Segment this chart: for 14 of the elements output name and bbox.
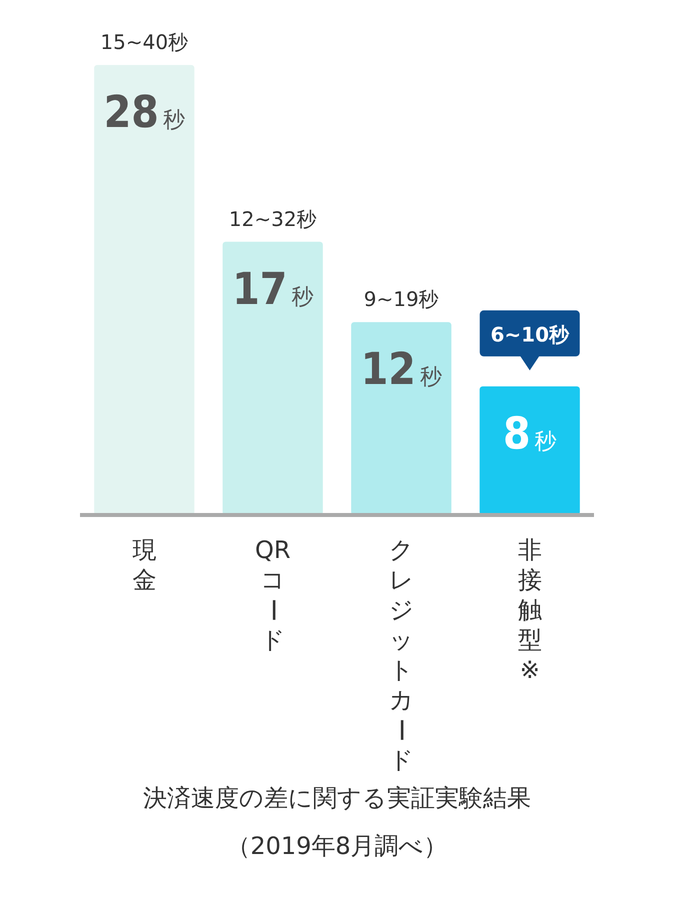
annotation: 6~10秒	[490, 322, 570, 346]
text: 決済速度の差に関する実証実験結果	[142, 783, 532, 814]
annotation: 9~19秒	[364, 287, 439, 312]
bar	[222, 242, 323, 515]
x-tick-label: 非接触型※	[516, 535, 543, 685]
x-tick-label: 現金	[131, 535, 158, 595]
x-tick-label: QRコード	[254, 535, 292, 655]
annotation: 15~40秒	[100, 30, 188, 54]
bar	[351, 322, 452, 515]
text: （2019年8月調べ）	[225, 831, 449, 862]
bar	[480, 386, 580, 515]
bar	[94, 65, 194, 515]
x-tick-label: クレジットカード	[386, 535, 416, 775]
annotation: 12~32秒	[228, 206, 317, 231]
